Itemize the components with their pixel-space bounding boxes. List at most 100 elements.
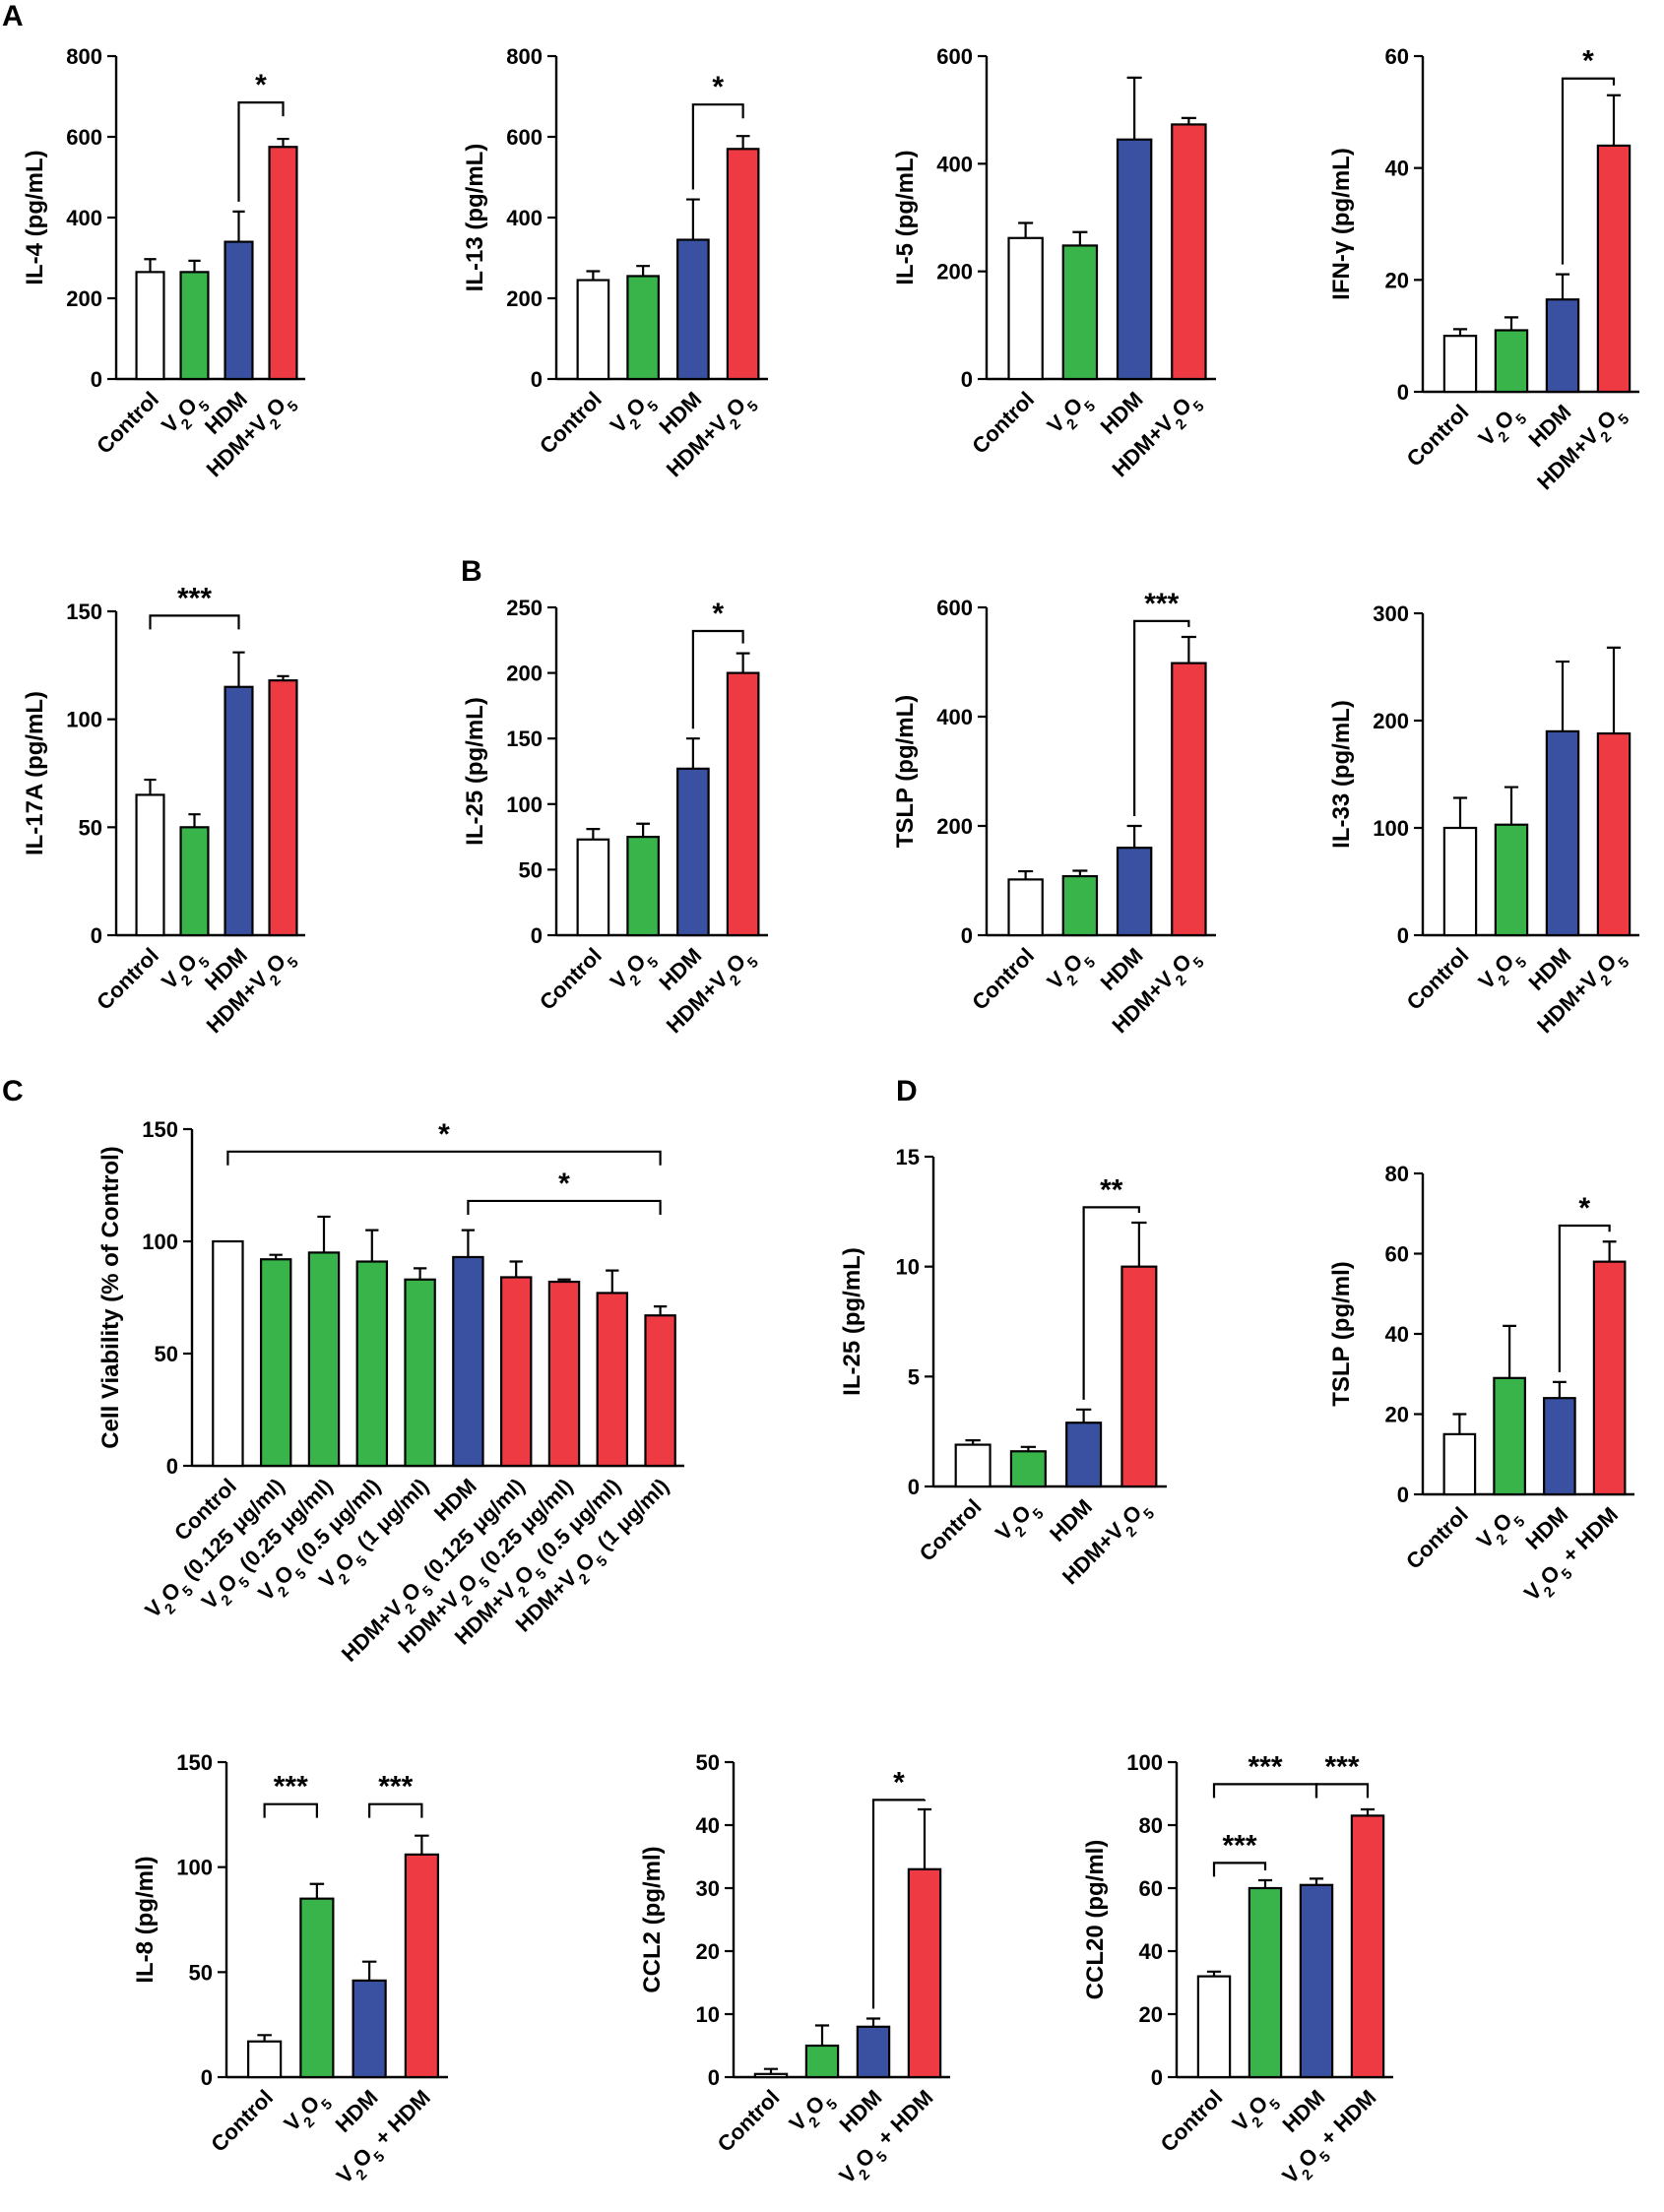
- y-tick-label: 30: [696, 1876, 720, 1901]
- significance-bracket: [368, 1802, 423, 1818]
- panel-letter-a: A: [2, 0, 24, 32]
- error-bar: [1181, 635, 1196, 664]
- bar-v2o5-hdm: [404, 1853, 439, 2079]
- error-bar: [317, 1215, 331, 1253]
- significance-bracket: [1314, 1783, 1370, 1799]
- y-axis-label: IL-25 (pg/mL): [839, 1247, 865, 1396]
- y-axis-label: TSLP (pg/mL): [892, 695, 919, 849]
- y-tick-label: 50: [79, 815, 102, 840]
- error-bar: [1126, 76, 1142, 140]
- y-tick-label: 0: [166, 1454, 178, 1479]
- category-label-control: Control: [1402, 943, 1474, 1015]
- error-bar: [653, 1305, 668, 1316]
- bar-v2o5: [626, 275, 660, 381]
- category-label-control: Control: [967, 943, 1039, 1015]
- error-bar: [1606, 646, 1622, 734]
- error-bar: [415, 1834, 429, 1855]
- bar-hdm: [1545, 729, 1580, 937]
- y-axis-label: IL-8 (pg/ml): [132, 1856, 159, 1983]
- bar-hdm-v2o5: [1120, 1265, 1158, 1488]
- y-tick-label: 400: [936, 152, 973, 176]
- significance-label: *: [255, 69, 267, 101]
- error-bar: [144, 258, 157, 273]
- y-tick-label: 200: [66, 286, 102, 311]
- y-tick-label: 0: [708, 2065, 720, 2090]
- error-bar: [144, 778, 157, 795]
- y-tick-label: 400: [66, 206, 102, 230]
- y-axis-label: IL-13 (pg/mL): [462, 144, 488, 292]
- significance-label: *: [1578, 1192, 1590, 1225]
- category-label-v2o5-hdm: V2O5 + HDM: [834, 2085, 942, 2193]
- panel-letter-c: C: [2, 1075, 24, 1107]
- bar-hdm: [856, 2025, 891, 2079]
- bar-control: [1442, 826, 1478, 937]
- significance-label: *: [558, 1168, 570, 1200]
- category-label-hdm: HDM: [1045, 1494, 1097, 1547]
- bar-control: [576, 279, 610, 381]
- y-tick-label: 150: [506, 727, 543, 751]
- error-bar: [636, 265, 651, 277]
- y-tick-label: 5: [908, 1364, 920, 1389]
- y-tick-label: 400: [506, 206, 543, 230]
- bar-control: [212, 1239, 244, 1468]
- y-tick-label: 20: [1385, 268, 1409, 292]
- y-tick-label: 600: [66, 125, 102, 150]
- y-tick-label: 200: [506, 662, 543, 686]
- error-bar: [1206, 1970, 1222, 1977]
- bar-v2o5: [804, 2044, 840, 2079]
- y-tick-label: 50: [696, 1750, 720, 1775]
- bar-hdm: [1299, 1883, 1334, 2079]
- y-axis-label: TSLP (pg/ml): [1328, 1261, 1355, 1407]
- error-bar: [1257, 1878, 1273, 1888]
- error-bar: [188, 813, 201, 828]
- significance-label: *: [438, 1118, 450, 1151]
- significance-bracket: [1212, 1862, 1267, 1877]
- significance-label: *: [712, 71, 724, 103]
- y-tick-label: 200: [1373, 709, 1409, 733]
- y-tick-label: 200: [936, 814, 973, 839]
- category-label-v2o5: V2O5: [279, 2085, 335, 2141]
- error-bar: [736, 135, 750, 150]
- error-bar: [1504, 316, 1519, 331]
- error-bar: [586, 828, 601, 840]
- bar-control: [247, 2040, 283, 2079]
- category-label-v2o5: V2O5: [1474, 943, 1530, 999]
- y-tick-label: 0: [1151, 2065, 1163, 2090]
- error-bar: [586, 270, 601, 281]
- bar-control: [954, 1443, 992, 1488]
- bar-hdm-v2o5-0-5-g-ml: [596, 1292, 629, 1468]
- significance-label: ***: [1324, 1750, 1359, 1783]
- error-bar: [188, 259, 201, 273]
- y-axis-label: IL-33 (pg/mL): [1328, 700, 1355, 849]
- y-tick-label: 40: [1385, 1322, 1409, 1347]
- category-label-control: Control: [967, 387, 1039, 459]
- bar-hdm-v2o5: [1596, 731, 1632, 937]
- category-label-v2o5: V2O5: [1474, 400, 1530, 456]
- bar-v2o5: [1494, 329, 1529, 394]
- y-axis-label: Cell Viability (% of Control): [97, 1146, 124, 1449]
- category-label-control: Control: [535, 387, 607, 459]
- y-tick-label: 150: [142, 1117, 178, 1142]
- error-bar: [257, 2034, 272, 2042]
- y-tick-label: 0: [91, 923, 102, 948]
- bar-control: [135, 793, 165, 937]
- bar-hdm-v2o5: [268, 146, 298, 381]
- y-tick-label: 100: [1373, 816, 1409, 841]
- error-bar: [763, 2067, 779, 2074]
- error-bar: [269, 1253, 283, 1260]
- bar-hdm: [1545, 298, 1580, 394]
- category-label-control: Control: [92, 387, 163, 459]
- y-tick-label: 600: [936, 596, 973, 620]
- y-tick-label: 100: [1126, 1750, 1163, 1775]
- error-bar: [736, 652, 750, 673]
- bar-hdm-v2o5: [726, 148, 760, 381]
- error-bar: [361, 1960, 377, 1981]
- panel-letter-b: B: [461, 555, 482, 588]
- bar-hdm-v2o5: [1171, 123, 1207, 381]
